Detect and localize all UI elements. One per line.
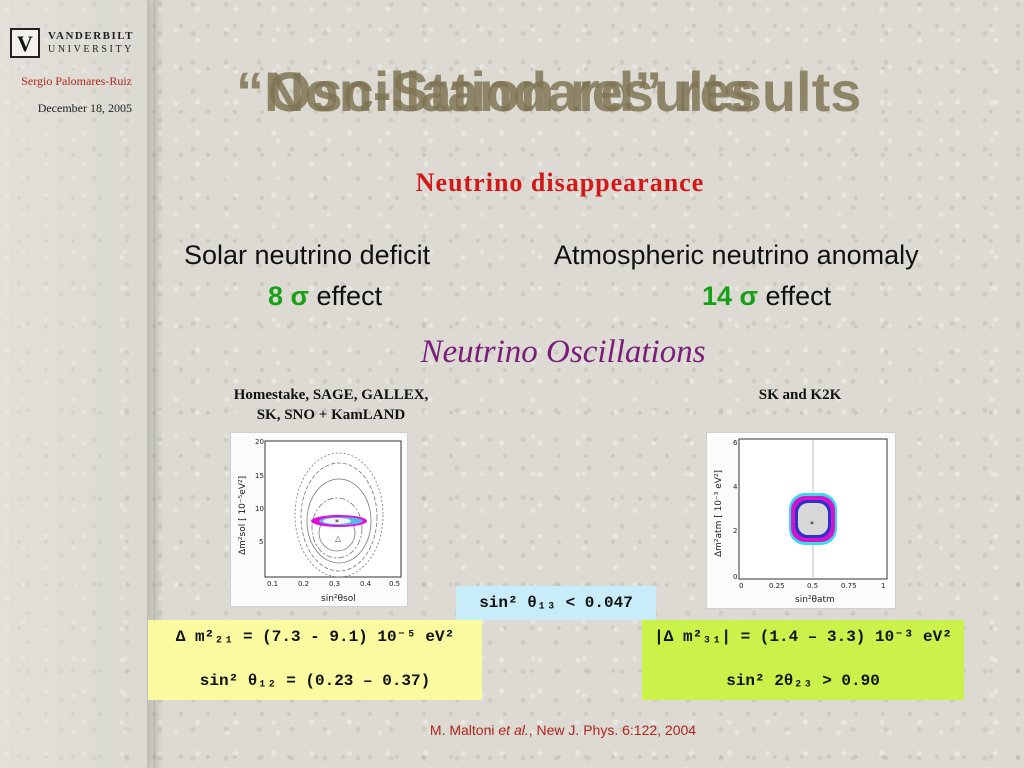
solar-effect: 8 σ effect	[268, 281, 382, 312]
solar-contour-plot: * △ 20 15 10 5 0.1 0.2 0.3 0.4 0.5 sin²θ…	[230, 432, 408, 607]
solar-y-label: Δm²sol [ 10⁻⁵eV²]	[238, 476, 248, 555]
atmospheric-effect: 14 σ effect	[702, 281, 831, 312]
solar-y-tick: 5	[259, 538, 263, 546]
best-region	[798, 503, 828, 535]
best-region	[323, 518, 351, 524]
solar-plot-svg: * △ 20 15 10 5 0.1 0.2 0.3 0.4 0.5 sin²θ…	[238, 438, 402, 604]
atmospheric-effect-word: effect	[765, 281, 832, 311]
atmospheric-plot-svg: * 6 4 2 0 0 0.25 0.5 0.75 1 sin²θatm Δm²…	[714, 438, 888, 605]
vanderbilt-logo: VANDERBILT UNIVERSITY	[10, 28, 140, 62]
subtitle: Neutrino disappearance	[415, 168, 705, 197]
logo-line2: UNIVERSITY	[48, 44, 134, 55]
contour	[792, 496, 834, 542]
solar-experiments-line: SK, SNO + KamLAND	[256, 407, 406, 423]
solar-experiments-label: Homestake, SAGE, GALLEX, SK, SNO + KamLA…	[186, 385, 476, 425]
solar-theta12-range: sin² θ₁₂ = (0.23 – 0.37)	[199, 672, 431, 690]
atmospheric-experiments-label: SK and K2K	[758, 387, 842, 403]
slide-title-layer-a: “Non-Standard” results	[236, 60, 862, 123]
solar-x-label: sin²θsol	[321, 594, 356, 604]
contour-inner	[318, 514, 356, 552]
theta13-bound-box: sin² θ₁₃ < 0.047	[456, 586, 656, 620]
atm-y-tick: 6	[733, 439, 738, 447]
atm-x-tick: 0	[739, 582, 743, 590]
citation-etal: et al.	[498, 722, 529, 738]
neutrino-oscillations-heading: Neutrino Oscillations	[420, 334, 706, 370]
contour	[311, 497, 363, 559]
logo-line1: VANDERBILT	[48, 30, 134, 42]
atmospheric-dm2-range: |∆ m²₃₁| = (1.4 – 3.3) 10⁻³ eV²	[654, 628, 952, 646]
atm-y-tick: 0	[733, 573, 737, 581]
plot-frame	[264, 440, 402, 578]
contour	[306, 478, 372, 564]
contour	[300, 462, 378, 572]
atmospheric-parameters-box: |∆ m²₃₁| = (1.4 – 3.3) 10⁻³ eV² sin² 2θ₂…	[642, 620, 964, 700]
best-fit-marker: *	[335, 518, 339, 527]
atm-y-label: Δm²atm [ 10⁻³ eV²]	[714, 470, 724, 557]
solar-heading: Solar neutrino deficit	[184, 240, 431, 270]
solar-dm2-range: ∆ m²₂₁ = (7.3 - 9.1) 10⁻⁵ eV²	[175, 628, 455, 646]
atm-x-tick: 1	[881, 582, 885, 590]
citation-author: M. Maltoni	[429, 722, 499, 738]
best-fit-marker: *	[810, 520, 814, 529]
solar-y-tick: 20	[255, 438, 264, 446]
solar-x-tick: 0.4	[360, 580, 372, 588]
citation-ref: , New J. Phys. 6:122, 2004	[528, 722, 697, 738]
solar-x-tick: 0.2	[298, 580, 309, 588]
sidebar-strip	[0, 0, 150, 768]
presentation-date: December 18, 2005	[37, 101, 132, 115]
atmospheric-contour-plot: * 6 4 2 0 0 0.25 0.5 0.75 1 sin²θatm Δm²…	[706, 432, 896, 609]
slide-title-layer-b: Oscillation results	[268, 60, 754, 123]
solar-significance: 8 σ	[268, 281, 309, 311]
atm-y-tick: 4	[733, 483, 738, 491]
atm-x-tick: 0.25	[769, 582, 785, 590]
solar-x-tick: 0.5	[389, 580, 400, 588]
solar-parameters-box: ∆ m²₂₁ = (7.3 - 9.1) 10⁻⁵ eV² sin² θ₁₂ =…	[148, 620, 482, 700]
atm-y-tick: 2	[733, 527, 737, 535]
atmospheric-significance: 14 σ	[702, 281, 759, 311]
fold-shadow	[153, 0, 163, 768]
triangle-marker: △	[335, 534, 342, 543]
solar-x-tick: 0.3	[329, 580, 340, 588]
vanderbilt-shield-icon	[10, 28, 40, 58]
solar-y-tick: 15	[255, 472, 264, 480]
solar-experiments-line: Homestake, SAGE, GALLEX,	[233, 387, 429, 403]
atmospheric-theta23-bound: sin² 2θ₂₃ > 0.90	[726, 672, 880, 690]
atmospheric-heading: Atmospheric neutrino anomaly	[554, 240, 919, 270]
solar-effect-word: effect	[316, 281, 383, 311]
solar-y-tick: 10	[255, 505, 264, 513]
contour-outer	[294, 452, 384, 578]
atm-x-label: sin²θatm	[795, 595, 835, 605]
citation: M. Maltoni et al., New J. Phys. 6:122, 2…	[300, 722, 826, 738]
atm-x-tick: 0.5	[807, 582, 818, 590]
atm-x-tick: 0.75	[841, 582, 857, 590]
author-name: Sergio Palomares-Ruiz	[21, 74, 132, 88]
solar-x-tick: 0.1	[267, 580, 278, 588]
